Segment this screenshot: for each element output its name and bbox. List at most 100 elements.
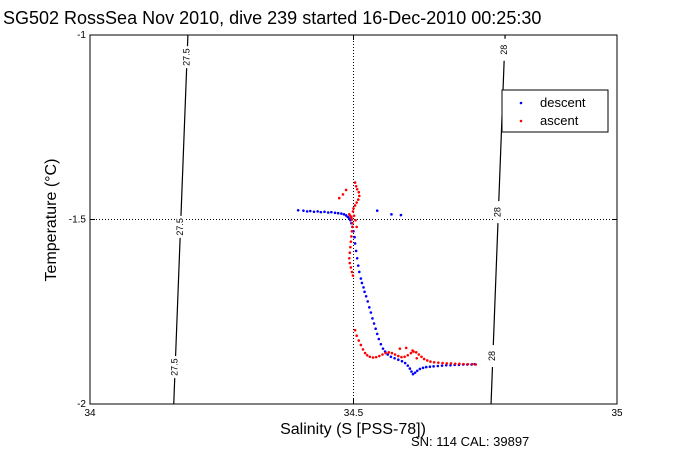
data-point-ascent [348,251,352,255]
data-point-descent [415,369,419,373]
data-point-ascent [355,334,358,338]
data-point-ascent [384,351,387,355]
data-point-descent [375,332,379,336]
data-point-ascent [363,351,367,355]
data-point-descent [375,209,379,212]
data-point-ascent [406,353,410,357]
data-point-ascent [398,347,402,350]
data-point-ascent [349,245,352,249]
data-point-ascent [449,362,453,365]
isopycnal-label: 27.5 [170,358,180,376]
data-point-ascent [462,362,465,366]
data-point-descent [355,256,359,260]
data-point-descent [316,210,319,213]
data-point-ascent [441,361,444,365]
data-point-ascent [403,355,406,359]
data-point-ascent [353,328,357,332]
data-point-ascent [374,355,378,359]
legend-marker-descent [519,101,523,105]
data-point-ascent [351,210,355,213]
data-point-descent [403,361,407,365]
data-point-ascent [470,362,474,366]
data-point-ascent [350,215,353,219]
data-point-ascent [420,355,423,359]
data-point-descent [356,264,360,267]
data-point-ascent [371,356,375,359]
data-point-ascent [409,351,413,355]
x-tick-label: 34 [84,408,96,419]
data-point-descent [296,208,300,212]
data-point-descent [312,210,316,214]
isopycnal-label: 28 [493,207,503,217]
data-point-descent [408,367,412,370]
data-point-descent [369,311,373,314]
data-point-descent [381,347,385,350]
data-point-ascent [429,360,432,363]
data-point-descent [330,210,333,214]
data-point-ascent [368,355,372,359]
data-point-descent [354,249,358,253]
data-point-descent [336,211,340,215]
data-series [296,181,478,376]
data-point-descent [410,370,413,373]
data-point-ascent [357,194,361,198]
data-point-descent [342,213,346,216]
isopycnal-label: 27.5 [175,218,185,236]
legend-label-descent: descent [540,95,586,110]
data-point-ascent [356,198,360,201]
data-point-ascent [425,359,429,362]
data-point-ascent [387,351,391,354]
data-point-ascent [344,188,348,192]
isopycnal-label-bg [182,46,193,69]
data-point-descent [377,337,381,341]
data-point-descent [305,210,309,213]
data-point-descent [359,277,363,280]
data-point-descent [363,290,366,294]
data-point-descent [424,365,428,369]
data-point-ascent [354,218,357,222]
data-point-ascent [393,353,397,356]
data-point-ascent [417,353,421,356]
axes: 34 34.5 35 -1 -1.5 -2 [69,30,623,419]
isopycnal-label: 27.5 [181,48,191,66]
data-point-ascent [390,351,394,355]
data-point-descent [326,211,330,214]
data-point-ascent [365,353,369,357]
x-tick-label: 34.5 [344,408,364,419]
isopycnal-label: 28 [487,351,497,361]
data-point-descent [421,366,425,370]
data-point-descent [428,365,432,369]
data-point-descent [413,371,417,374]
data-point-ascent [357,339,361,342]
data-point-ascent [458,362,461,366]
data-point-descent [374,327,377,331]
y-tick-label: -1.5 [69,215,87,226]
data-point-ascent [414,351,418,354]
data-point-ascent [351,274,355,277]
data-point-descent [389,355,393,359]
data-point-ascent [348,261,352,265]
data-point-descent [396,358,400,362]
data-point-ascent [355,187,359,191]
data-point-ascent [474,363,478,366]
data-point-ascent [355,225,358,229]
series-ascent [337,181,478,366]
data-point-descent [323,210,326,214]
data-point-descent [418,367,422,371]
data-point-descent [308,209,312,213]
data-point-descent [393,356,396,360]
data-point-ascent [354,184,358,188]
data-point-descent [436,364,440,368]
y-tick-label: -2 [77,399,86,410]
isopycnal-label-bg [175,215,186,238]
data-point-descent [357,270,361,274]
isopycnal-label: 28 [499,45,509,55]
data-point-ascent [350,270,354,274]
data-point-ascent [381,353,384,356]
data-point-ascent [347,256,351,260]
data-point-ascent [411,349,414,352]
data-point-ascent [357,190,361,194]
data-point-ascent [353,204,357,207]
data-point-ascent [432,361,436,364]
data-point-ascent [341,193,345,196]
